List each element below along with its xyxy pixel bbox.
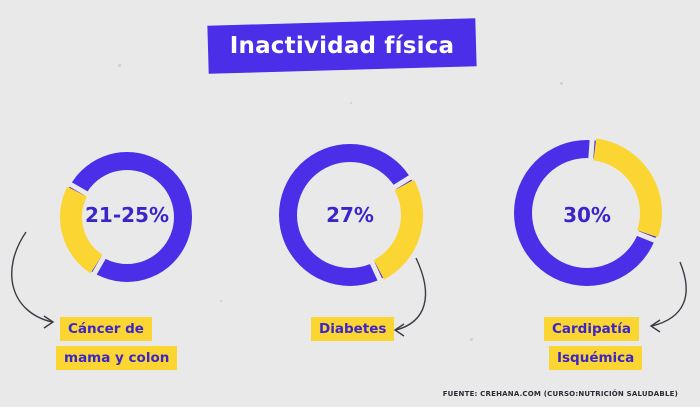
donut-gap bbox=[633, 229, 660, 245]
donut-gap bbox=[390, 173, 415, 192]
caption-cancer-line-1: Cáncer de bbox=[60, 317, 152, 341]
caption-cancer-line-2: mama y colon bbox=[56, 346, 178, 370]
center-label-cardiopatia: 30% bbox=[563, 203, 611, 227]
donut-slice-highlight bbox=[593, 138, 662, 238]
arrowhead-icon bbox=[43, 315, 55, 329]
page-title: Inactividad física bbox=[229, 33, 455, 59]
caption-cardiopatia-line-1: Cardipatía bbox=[544, 317, 639, 341]
curved-arrow-icon bbox=[11, 231, 53, 323]
curved-arrow-icon bbox=[395, 257, 427, 331]
arrowhead-icon bbox=[649, 319, 661, 333]
donut-slice-highlight bbox=[60, 186, 103, 274]
source-credit: Fuente: crehana.com (Curso:Nutrición Sal… bbox=[442, 390, 678, 398]
background-speck bbox=[560, 82, 563, 85]
background-speck bbox=[470, 338, 473, 341]
curved-arrow-icon bbox=[651, 261, 687, 327]
donut-gap bbox=[90, 252, 108, 279]
donut-gap bbox=[368, 258, 384, 285]
caption-cardiopatia-line-2: Isquémica bbox=[549, 346, 643, 370]
background-speck bbox=[350, 102, 352, 104]
caption-diabetes: Diabetes bbox=[311, 317, 395, 341]
donut-slice-highlight bbox=[373, 179, 423, 280]
center-label-diabetes: 27% bbox=[326, 203, 374, 227]
donut-gap bbox=[65, 180, 92, 198]
donut-chart-diabetes bbox=[279, 144, 423, 286]
arrowhead-icon bbox=[393, 323, 405, 337]
center-label-cancer: 21-25% bbox=[84, 203, 169, 227]
donut-chart-cardiopatia bbox=[514, 136, 662, 286]
background-speck bbox=[220, 300, 222, 302]
donut-chart-cancer bbox=[60, 152, 192, 282]
background-speck bbox=[118, 64, 121, 67]
donut-gap bbox=[588, 136, 595, 163]
